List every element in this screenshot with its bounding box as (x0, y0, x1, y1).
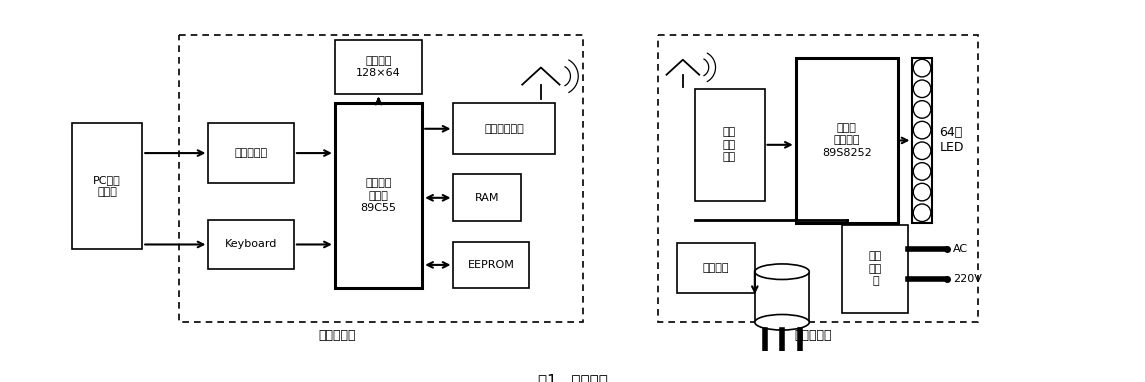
Bar (453, 104, 555, 154)
Text: 220V: 220V (953, 274, 982, 283)
Bar (843, 225, 908, 312)
Bar (677, 243, 755, 293)
Text: 液晶显示
128×64: 液晶显示 128×64 (356, 56, 401, 78)
Bar (179, 36, 583, 322)
Bar (453, 241, 529, 288)
Bar (208, 123, 294, 183)
Text: 自制电刷: 自制电刷 (703, 263, 729, 273)
Bar (796, 58, 898, 223)
Ellipse shape (755, 314, 810, 330)
Bar (334, 40, 423, 94)
Text: 无线发送模块: 无线发送模块 (484, 124, 524, 134)
Text: 无线
接收
模块: 无线 接收 模块 (722, 128, 736, 162)
Text: Keyboard: Keyboard (224, 240, 277, 249)
Text: AC: AC (953, 244, 969, 254)
Bar (657, 36, 979, 322)
Bar (72, 123, 142, 249)
Text: 串口收发器: 串口收发器 (235, 148, 268, 158)
Ellipse shape (755, 264, 810, 280)
Bar (453, 175, 521, 221)
Text: PC机取
模软件: PC机取 模软件 (94, 175, 121, 197)
Bar (695, 89, 765, 201)
Text: 直流
调速
器: 直流 调速 器 (869, 251, 882, 286)
Text: 显示屏部分: 显示屏部分 (795, 329, 832, 342)
Text: 单片机控
制电路
89C55: 单片机控 制电路 89C55 (361, 178, 396, 213)
Text: RAM: RAM (475, 193, 499, 203)
Bar (913, 58, 932, 223)
Text: EEPROM: EEPROM (468, 260, 515, 270)
Text: 64位
LED: 64位 LED (940, 126, 964, 154)
Text: 移动控制器: 移动控制器 (318, 329, 355, 342)
Bar (755, 272, 810, 322)
Text: 图1   硬件框图: 图1 硬件框图 (537, 373, 608, 382)
Bar (334, 104, 423, 288)
Bar (208, 220, 294, 269)
Text: 单片机
控制电路
89S8252: 单片机 控制电路 89S8252 (822, 123, 871, 158)
